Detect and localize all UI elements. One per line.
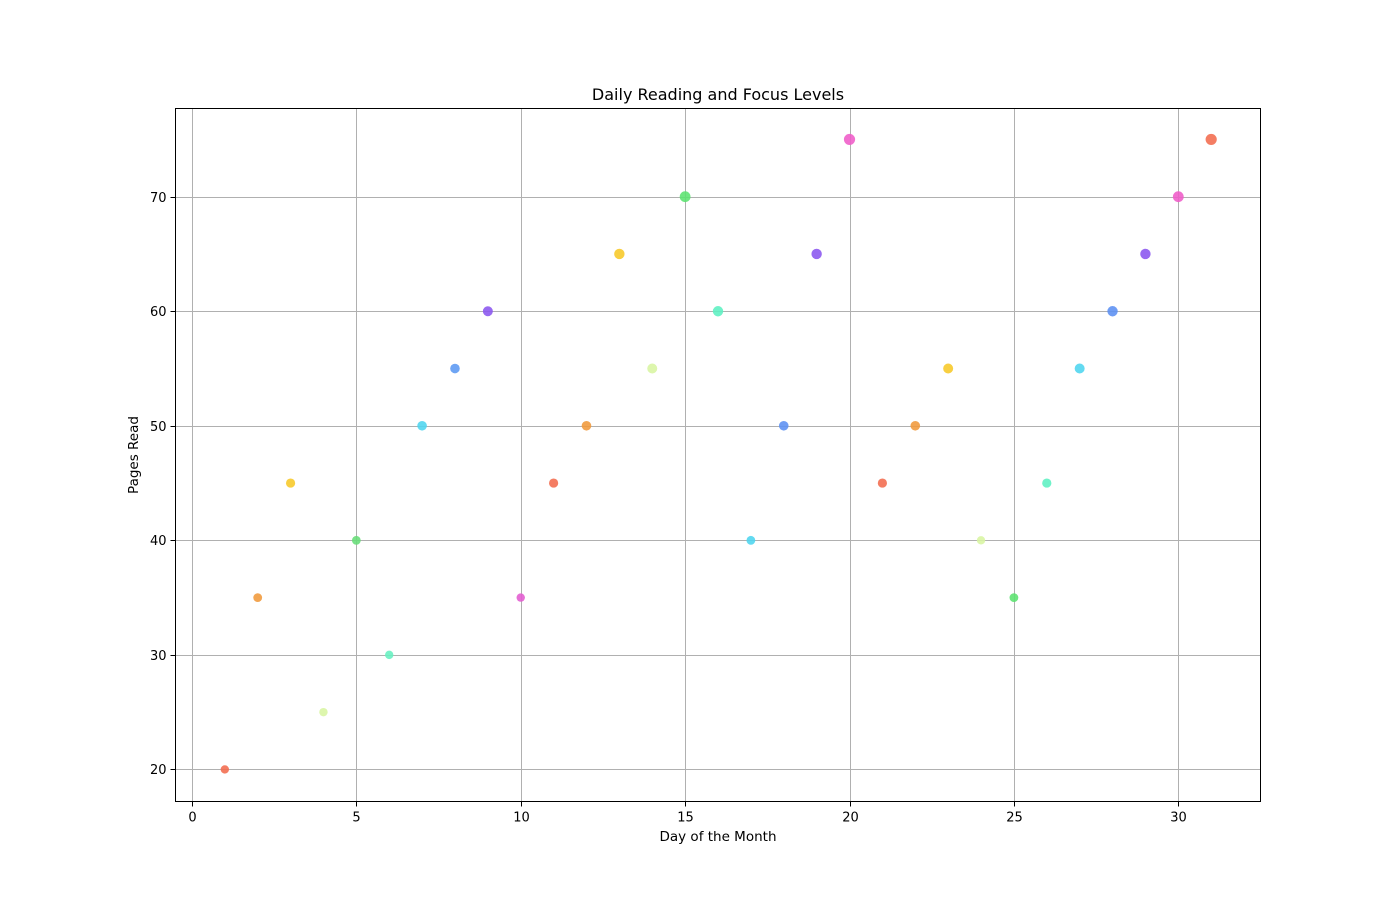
plot-frame	[175, 108, 1261, 802]
scatter-point	[1172, 191, 1184, 203]
scatter-point	[220, 765, 230, 774]
y-axis-label: Pages Read	[126, 416, 142, 494]
x-tick-label: 0	[188, 811, 196, 826]
y-tick-label: 40	[150, 534, 167, 549]
scatter-point	[1205, 133, 1217, 146]
scatter-point	[1042, 478, 1052, 488]
points-layer	[220, 133, 1217, 774]
x-tick-label: 15	[677, 811, 694, 826]
scatter-point	[285, 478, 296, 488]
y-tick-label: 20	[150, 763, 167, 778]
scatter-point	[516, 593, 525, 602]
scatter-point	[482, 306, 493, 317]
scatter-point	[417, 420, 427, 431]
scatter-point	[253, 593, 263, 603]
x-tick-label: 20	[842, 811, 859, 826]
scatter-point	[679, 191, 691, 203]
scatter-point	[647, 363, 658, 374]
scatter-point	[319, 707, 328, 717]
scatter-point	[1107, 306, 1118, 317]
scatter-point	[1074, 363, 1085, 374]
scatter-point	[877, 478, 887, 488]
scatter-point	[1140, 248, 1151, 260]
scatter-point	[943, 363, 954, 374]
x-axis-label: Day of the Month	[659, 829, 776, 845]
scatter-point	[811, 248, 822, 260]
y-tick-label: 50	[150, 420, 167, 435]
scatter-point	[746, 535, 756, 545]
scatter-point	[1009, 593, 1019, 603]
scatter-point	[910, 420, 921, 431]
scatter-point	[351, 535, 361, 545]
ticks-layer: 0 5 10 15 20 25 30 20 30 40 50 60 70	[150, 191, 1187, 826]
scatter-point	[778, 420, 789, 431]
y-tick-label: 30	[150, 649, 167, 664]
scatter-point	[614, 248, 625, 260]
x-tick-label: 10	[513, 811, 530, 826]
scatter-point	[549, 478, 559, 488]
scatter-point	[712, 306, 724, 317]
y-tick-label: 70	[150, 191, 167, 206]
scatter-point	[843, 133, 856, 146]
scatter-point	[976, 536, 986, 545]
x-tick-label: 5	[352, 811, 360, 826]
scatter-point	[581, 420, 592, 431]
x-tick-label: 30	[1170, 811, 1187, 826]
grid-layer	[175, 108, 1261, 802]
scatter-point	[385, 650, 394, 660]
x-tick-label: 25	[1006, 811, 1023, 826]
scatter-point	[450, 363, 460, 374]
chart-title: Daily Reading and Focus Levels	[592, 85, 844, 104]
y-tick-label: 60	[150, 305, 167, 320]
